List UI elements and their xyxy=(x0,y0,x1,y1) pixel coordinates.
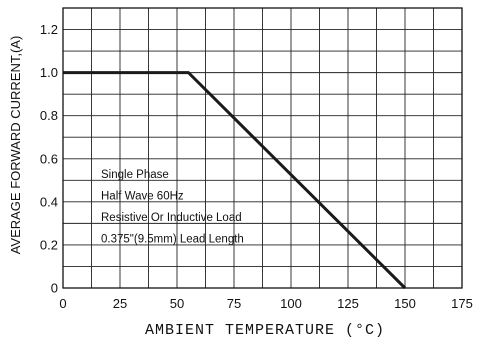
annotation-line: 0.375"(9.5mm) Lead Length xyxy=(101,234,244,246)
y-tick-label: 1.2 xyxy=(40,22,58,37)
frame-layer xyxy=(62,7,463,289)
x-tick-label: 150 xyxy=(394,296,416,311)
y-tick-label: 0.4 xyxy=(40,194,58,209)
x-tick-label: 175 xyxy=(451,296,473,311)
y-tick-label: 0 xyxy=(51,281,58,296)
x-tick-label: 75 xyxy=(227,296,241,311)
y-tick-label: 0.6 xyxy=(40,151,58,166)
derating-curve-line xyxy=(63,71,407,290)
x-tick-label: 125 xyxy=(337,296,359,311)
annotation-line: Half Wave 60Hz xyxy=(101,191,184,203)
grid-layer xyxy=(63,8,462,288)
y-tick-label: 0.2 xyxy=(40,237,58,252)
x-tick-label: 100 xyxy=(280,296,302,311)
series-layer xyxy=(63,71,407,290)
annotation-line: Resistive Or Inductive Load xyxy=(101,212,242,224)
x-tick-label: 50 xyxy=(170,296,184,311)
y-tick-label: 0.8 xyxy=(40,108,58,123)
x-axis-title: AMBIENT TEMPERATURE (°C) xyxy=(145,322,385,339)
y-tick-label: 1.0 xyxy=(40,65,58,80)
tick-layer: 0 25 50 75 100 125 150 175 0 0.2 0.4 0.6 0.8 1.0 1.2 xyxy=(40,22,473,311)
y-axis-title: AVERAGE FORWARD CURRENT,(A) xyxy=(8,36,23,255)
x-tick-label: 0 xyxy=(59,296,66,311)
plot-frame xyxy=(62,7,463,289)
x-tick-label: 25 xyxy=(113,296,127,311)
annotation-layer: Single Phase Half Wave 60Hz Resistive Or I… xyxy=(101,169,244,246)
annotation-line: Single Phase xyxy=(101,169,169,181)
